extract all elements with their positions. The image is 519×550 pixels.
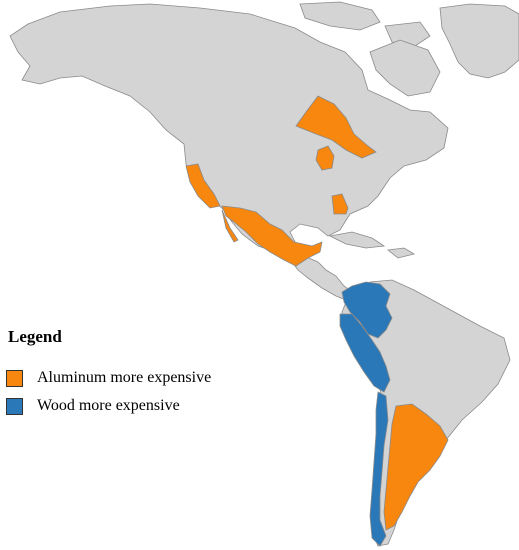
legend-item-aluminum: Aluminum more expensive [6,367,236,389]
north-america-shape [9,3,449,263]
baffin-island-shape [369,39,441,97]
greenland-shape [439,3,519,79]
argentina-region [383,403,449,531]
wood-swatch [6,397,23,415]
peru-region [339,313,391,393]
legend-title: Legend [8,327,62,346]
california-region [185,163,221,209]
cuba-shape [328,231,386,249]
michigan-region [315,145,335,171]
georgia-region [331,193,349,215]
legend-label-aluminum: Aluminum more expensive [37,369,212,386]
hispaniola-shape [387,247,416,259]
map-legend: Legend Aluminum more expensive Wood more… [6,327,236,423]
arctic-island-shape [299,1,381,31]
legend-label-wood: Wood more expensive [37,397,180,414]
mexico-region [221,205,323,267]
aluminum-swatch [6,369,23,387]
chile-region [369,391,389,547]
ontario-region [295,95,377,159]
legend-item-wood: Wood more expensive [6,395,236,417]
